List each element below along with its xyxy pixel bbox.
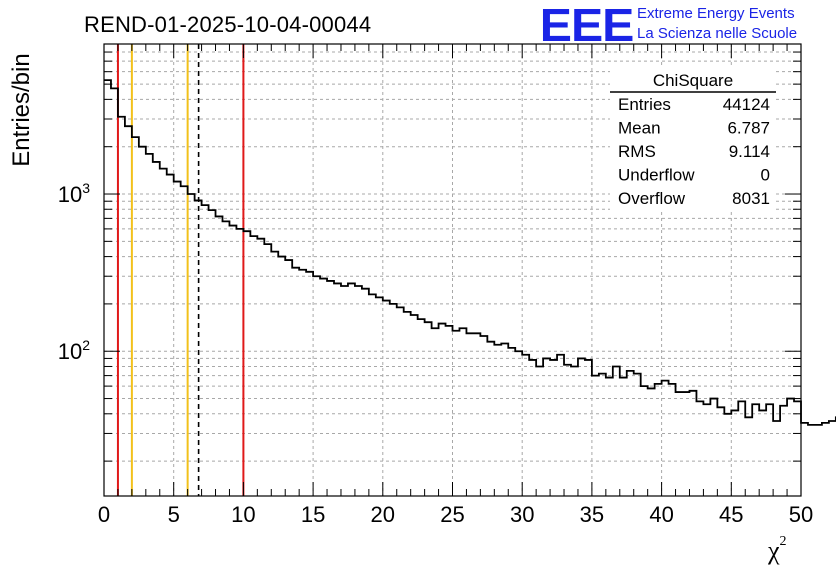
grid — [104, 43, 801, 496]
logo-line-1: Extreme Energy Events — [637, 5, 795, 22]
x-tick-label: 10 — [231, 502, 255, 527]
reference-lines — [116, 44, 245, 496]
x-tick-label: 30 — [510, 502, 534, 527]
x-tick-label: 0 — [98, 502, 110, 527]
y-tick-exp: 3 — [82, 180, 90, 196]
x-tick-label: 20 — [371, 502, 395, 527]
histogram-series — [104, 79, 836, 426]
stats-title: ChiSquare — [653, 71, 733, 90]
stats-row-label: Underflow — [618, 166, 695, 185]
logo-subtitle: Extreme Energy Events La Scienza nelle S… — [637, 4, 797, 44]
x-axis-label-main: χ — [768, 536, 780, 565]
x-tick-label: 5 — [168, 502, 180, 527]
x-tick-label: 40 — [649, 502, 673, 527]
eee-logo: EEE — [539, 0, 635, 51]
stats-row-value: 6.787 — [727, 119, 770, 138]
y-tick-exp: 2 — [82, 337, 90, 353]
page-title: REND-01-2025-10-04-00044 — [84, 12, 372, 37]
histogram-outline — [104, 79, 836, 426]
x-tick-label: 50 — [789, 502, 813, 527]
stats-row-value: 8031 — [732, 189, 770, 208]
x-tick-label: 35 — [580, 502, 604, 527]
logo-line-2: La Scienza nelle Scuole — [637, 25, 798, 42]
stats-row-label: Mean — [618, 119, 661, 138]
stats-row-label: Overflow — [618, 189, 686, 208]
stats-row-label: Entries — [618, 95, 671, 114]
y-tick-label: 102 — [58, 337, 90, 364]
x-tick-label: 45 — [719, 502, 743, 527]
stats-row-label: RMS — [618, 142, 656, 161]
stats-box: ChiSquare Entries 44124 Mean 6.787 RMS 9.114 Un… — [610, 68, 776, 210]
y-tick-base: 10 — [58, 182, 82, 207]
stats-row-value: 44124 — [723, 95, 770, 114]
y-tick-base: 10 — [58, 339, 82, 364]
y-tick-label: 103 — [58, 180, 90, 207]
stats-row-value: 0 — [761, 166, 770, 185]
stats-row-value: 9.114 — [729, 142, 770, 161]
x-tick-label: 15 — [301, 502, 325, 527]
x-axis-label-sup: 2 — [779, 534, 787, 550]
x-tick-label: 25 — [440, 502, 464, 527]
x-axis-label: χ2 — [768, 534, 787, 566]
